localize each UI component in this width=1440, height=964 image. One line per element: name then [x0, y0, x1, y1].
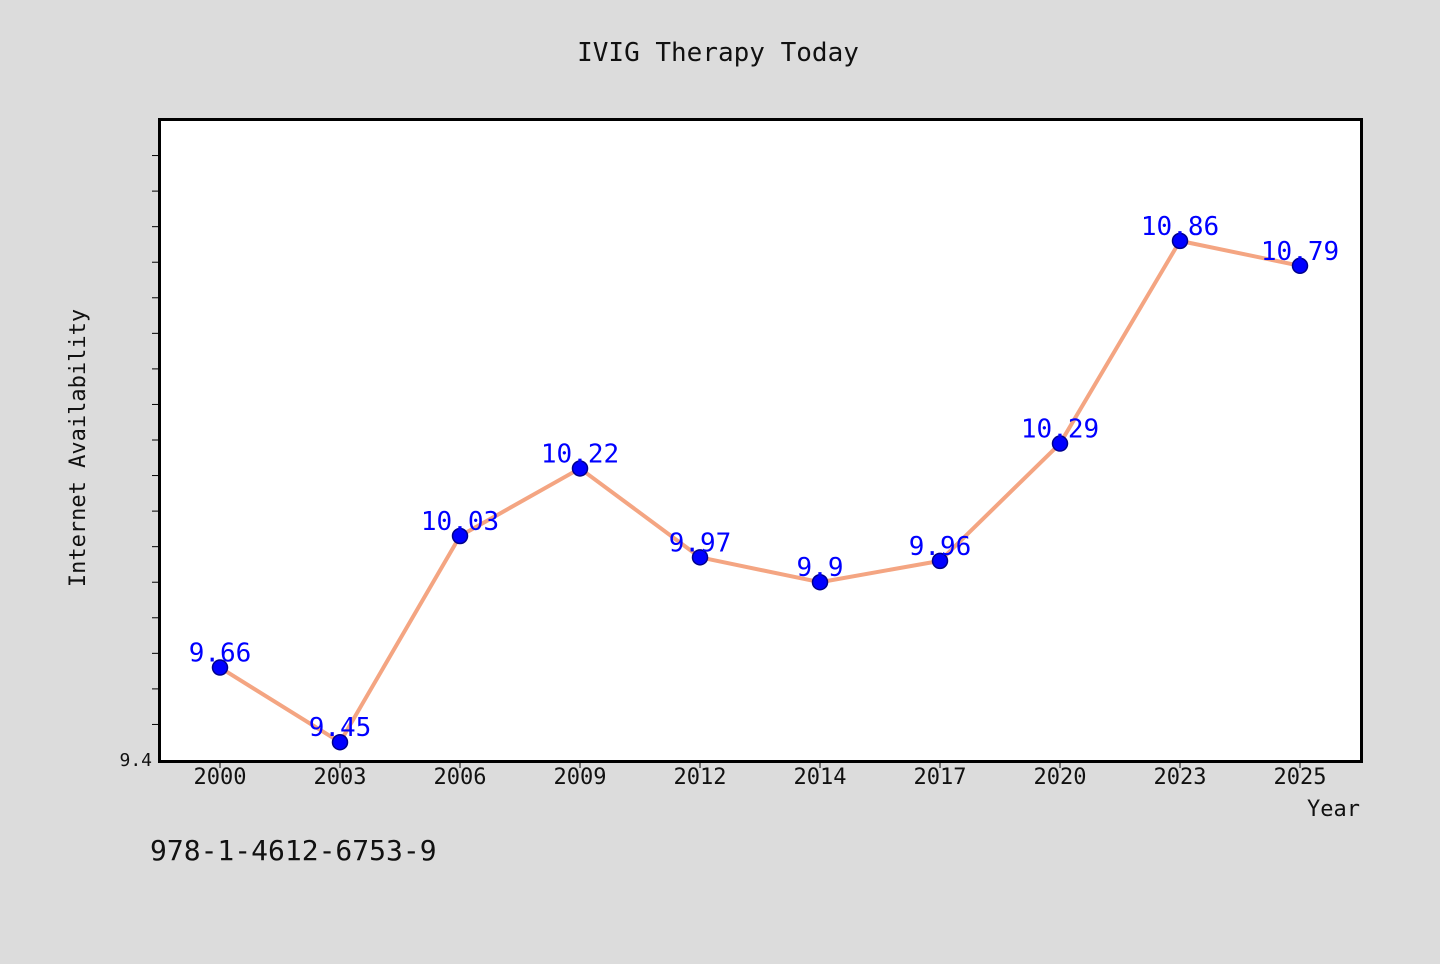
- x-axis-label: Year: [1307, 797, 1360, 822]
- data-point: [211, 659, 229, 676]
- data-point: [1051, 435, 1069, 452]
- chart-title: IVIG Therapy Today: [577, 38, 859, 68]
- x-tick-label: 2017: [914, 765, 967, 790]
- series-points-group: [211, 232, 1309, 751]
- x-tick-label: 2025: [1274, 765, 1327, 790]
- data-label: 10.86: [1141, 212, 1219, 242]
- x-axis-ticks: 2000 2003 2006 2009 2012 2014 2017 2020 2023 2025: [194, 760, 1327, 790]
- y-axis-label: Internet Availability: [66, 309, 91, 587]
- series-line: [218, 238, 1302, 745]
- x-tick-label: 2020: [1034, 765, 1087, 790]
- x-tick-label: 2023: [1154, 765, 1207, 790]
- data-label: 9.45: [309, 713, 372, 743]
- x-tick-label: 2009: [554, 765, 607, 790]
- data-point: [1171, 232, 1189, 250]
- data-labels-group: 9.66 9.45 10.03 10.22 9.97 9.9 9.96 10.29 10.86 1…: [189, 212, 1339, 743]
- data-point: [1291, 257, 1309, 275]
- data-label: 10.29: [1021, 415, 1099, 445]
- footer-code: 978-1-4612-6753-9: [150, 834, 437, 867]
- x-tick-label: 2000: [194, 765, 247, 790]
- y-tick-label: 9.4: [119, 750, 152, 771]
- x-tick-label: 2014: [794, 765, 847, 790]
- data-point: [331, 733, 349, 751]
- plot-area: [158, 118, 1363, 763]
- data-point: [811, 573, 829, 591]
- data-point: [931, 552, 949, 570]
- data-label: 9.9: [797, 553, 844, 583]
- data-point: [571, 460, 589, 477]
- data-label: 9.96: [909, 532, 972, 562]
- data-label: 10.79: [1261, 237, 1339, 267]
- data-point: [451, 527, 469, 545]
- data-label: 10.22: [541, 439, 619, 469]
- series-line-group: [218, 238, 1302, 745]
- y-axis-ticks: 9.4: [119, 155, 160, 771]
- data-label: 10.03: [421, 507, 499, 537]
- x-tick-label: 2006: [434, 765, 487, 790]
- data-point: [691, 549, 709, 566]
- x-tick-label: 2012: [674, 765, 727, 790]
- data-label: 9.97: [669, 528, 732, 558]
- x-tick-label: 2003: [314, 765, 367, 790]
- data-label: 9.66: [189, 639, 252, 669]
